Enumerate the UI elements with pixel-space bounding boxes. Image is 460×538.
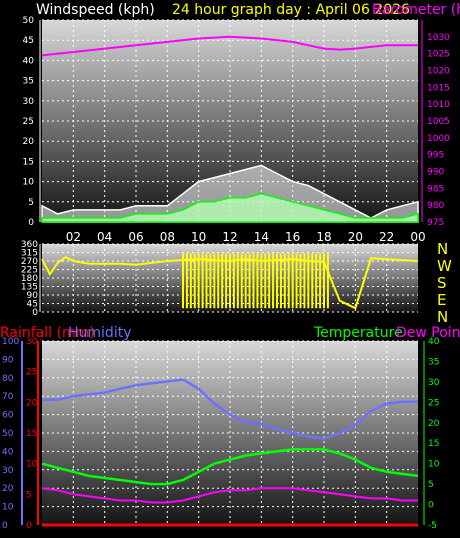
y2-tick-label: 1005 xyxy=(427,117,450,127)
compass-label: W xyxy=(437,257,452,275)
temp-tick-label: 10 xyxy=(428,460,440,470)
barometer-label: Barometer (hPa) xyxy=(372,2,460,18)
humidity-tick-label: 60 xyxy=(2,411,14,421)
humidity-tick-label: 10 xyxy=(2,503,14,513)
y-tick-label: 135 xyxy=(21,283,38,293)
x-tick-label: 00 xyxy=(410,230,425,244)
y2-tick-label: 1030 xyxy=(427,33,450,43)
y-tick-label: 50 xyxy=(23,16,35,26)
temp-tick-label: 5 xyxy=(428,480,434,490)
y-tick-label: 90 xyxy=(27,291,39,301)
humidity-tick-label: 40 xyxy=(2,447,14,457)
y-tick-label: 30 xyxy=(23,97,35,107)
y-tick-label: 5 xyxy=(28,198,34,208)
y2-tick-label: 1000 xyxy=(427,134,450,144)
compass-label: E xyxy=(437,291,446,309)
humidity-tick-label: 20 xyxy=(2,484,14,494)
y2-tick-label: 990 xyxy=(427,168,444,178)
temp-tick-label: 15 xyxy=(428,439,439,449)
y2-tick-label: 1020 xyxy=(427,67,450,77)
y-tick-label: 40 xyxy=(23,56,35,66)
y2-tick-label: 1010 xyxy=(427,100,450,110)
rain-tick-label: 25 xyxy=(26,368,37,378)
temp-humidity-panel: 0 10 20 30 40 50 60 70 80 90 100 0 5 10 15 20 25 30 -5 0 5 10… xyxy=(2,337,440,531)
y2-tick-label: 995 xyxy=(427,151,444,161)
humidity-tick-label: 70 xyxy=(2,392,14,402)
x-tick-label: 18 xyxy=(316,230,331,244)
x-tick-label: 04 xyxy=(97,230,112,244)
humidity-series xyxy=(42,378,418,440)
barometer-line xyxy=(41,35,418,57)
temperature-label: Temperature xyxy=(313,325,403,341)
rainfall-label: Rainfall (mm) xyxy=(0,325,95,341)
temp-tick-label: 35 xyxy=(428,357,439,367)
windspeed-label: Windspeed (kph) xyxy=(36,2,155,18)
wind-barometer-panel: 0510152025303540455097598098599099510001… xyxy=(23,16,451,244)
y-tick-label: 35 xyxy=(23,77,34,87)
dewpoint-label: Dew Point xyxy=(396,325,460,341)
temp-tick-label: 40 xyxy=(428,337,440,347)
rain-tick-label: 5 xyxy=(26,490,32,500)
temp-tick-label: 30 xyxy=(428,378,440,388)
y-tick-label: 25 xyxy=(23,117,34,127)
y-tick-label: 10 xyxy=(23,178,35,188)
dewpoint-series xyxy=(41,487,418,504)
humidity-tick-label: 100 xyxy=(2,337,19,347)
humidity-tick-label: 30 xyxy=(2,466,14,476)
avg-wind-series xyxy=(41,192,419,223)
x-tick-label: 08 xyxy=(160,230,175,244)
humidity-tick-label: 90 xyxy=(2,355,14,365)
x-tick-label: 12 xyxy=(222,230,237,244)
y2-tick-label: 1025 xyxy=(427,50,450,60)
x-tick-label: 16 xyxy=(285,230,300,244)
y-tick-label: 45 xyxy=(27,300,38,310)
rain-tick-label: 15 xyxy=(26,429,37,439)
y-tick-label: 180 xyxy=(21,274,38,284)
y-tick-label: 0 xyxy=(32,308,38,318)
humidity-label: Humidity xyxy=(68,325,131,341)
compass-label: N xyxy=(437,308,448,326)
x-tick-label: 22 xyxy=(379,230,394,244)
windspeed-series xyxy=(41,164,419,223)
chart-title: 24 hour graph day : April 06 2026 xyxy=(172,2,410,18)
humidity-tick-label: 80 xyxy=(2,374,14,384)
y-tick-label: 315 xyxy=(21,249,38,259)
x-tick-label: 06 xyxy=(128,230,143,244)
humidity-tick-label: 0 xyxy=(2,521,8,531)
y-tick-label: 225 xyxy=(21,266,38,276)
temp-tick-label: 20 xyxy=(428,419,440,429)
compass-label: N xyxy=(437,240,448,258)
temp-tick-label: -5 xyxy=(428,521,437,531)
y-tick-label: 45 xyxy=(23,36,34,46)
x-tick-label: 02 xyxy=(66,230,81,244)
x-tick-label: 14 xyxy=(254,230,269,244)
y2-tick-label: 1015 xyxy=(427,83,450,93)
y-tick-label: 270 xyxy=(21,257,38,267)
y2-tick-label: 985 xyxy=(427,184,444,194)
rain-tick-label: 0 xyxy=(26,521,32,531)
compass-label: S xyxy=(437,274,447,292)
y-tick-label: 15 xyxy=(23,157,34,167)
x-tick-label: 10 xyxy=(191,230,206,244)
y-tick-label: 0 xyxy=(28,218,34,228)
y2-tick-label: 975 xyxy=(427,218,444,228)
y2-tick-label: 980 xyxy=(427,201,444,211)
rain-tick-label: 10 xyxy=(26,460,38,470)
x-tick-label: 20 xyxy=(348,230,363,244)
rain-tick-label: 30 xyxy=(26,337,38,347)
temperature-series xyxy=(41,448,419,486)
rain-tick-label: 20 xyxy=(26,398,38,408)
humidity-tick-label: 50 xyxy=(2,429,14,439)
y-tick-label: 360 xyxy=(21,240,38,250)
temp-tick-label: 25 xyxy=(428,398,439,408)
temp-tick-label: 0 xyxy=(428,501,434,511)
y-tick-label: 20 xyxy=(23,137,35,147)
